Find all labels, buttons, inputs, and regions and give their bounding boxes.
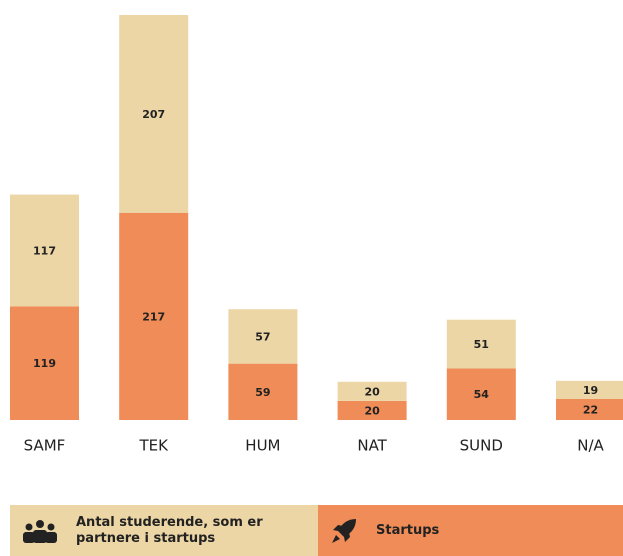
value-label: 51 [474,338,489,351]
bar-segment [337,400,407,420]
x-tick-label: N/A [577,437,604,455]
legend-item: Antal studerende, som er partnere i star… [10,505,318,556]
chart: 119 117 SAMF 217 207 TEK 59 57 HUM 20 20 NAT 54 51 SUN… [10,15,623,455]
x-tick-label: SUND [460,437,503,455]
bar-segment [228,309,298,364]
value-label: 217 [142,310,165,323]
value-label: 59 [255,386,270,399]
x-tick-label: TEK [138,437,169,455]
bar-segment [337,381,407,401]
people-icon [23,519,57,543]
bar-segment [119,15,189,213]
value-label: 22 [583,403,598,416]
value-label: 119 [33,357,56,370]
legend-label: Antal studerende, som er partnere i star… [76,514,263,546]
value-label: 19 [583,384,598,397]
value-label: 57 [255,330,270,343]
x-tick-label: HUM [245,437,280,455]
bar-segment [446,319,516,369]
rocket-icon [332,518,356,543]
bar-segment [446,368,516,420]
bar-segment [119,212,189,420]
legend-item: Startups [318,505,623,556]
bar-segment [228,363,298,420]
value-label: 20 [364,404,380,417]
x-tick-label: SAMF [24,437,66,455]
bar-segment [556,380,623,399]
legend-label: Startups [376,522,440,538]
bar-segment [10,306,79,420]
value-label: 117 [33,244,56,257]
bar-segment [556,398,623,420]
x-tick-label: NAT [357,437,387,455]
bar-segment [10,194,79,307]
value-label: 207 [142,108,165,121]
value-label: 54 [474,388,490,401]
value-label: 20 [364,385,380,398]
